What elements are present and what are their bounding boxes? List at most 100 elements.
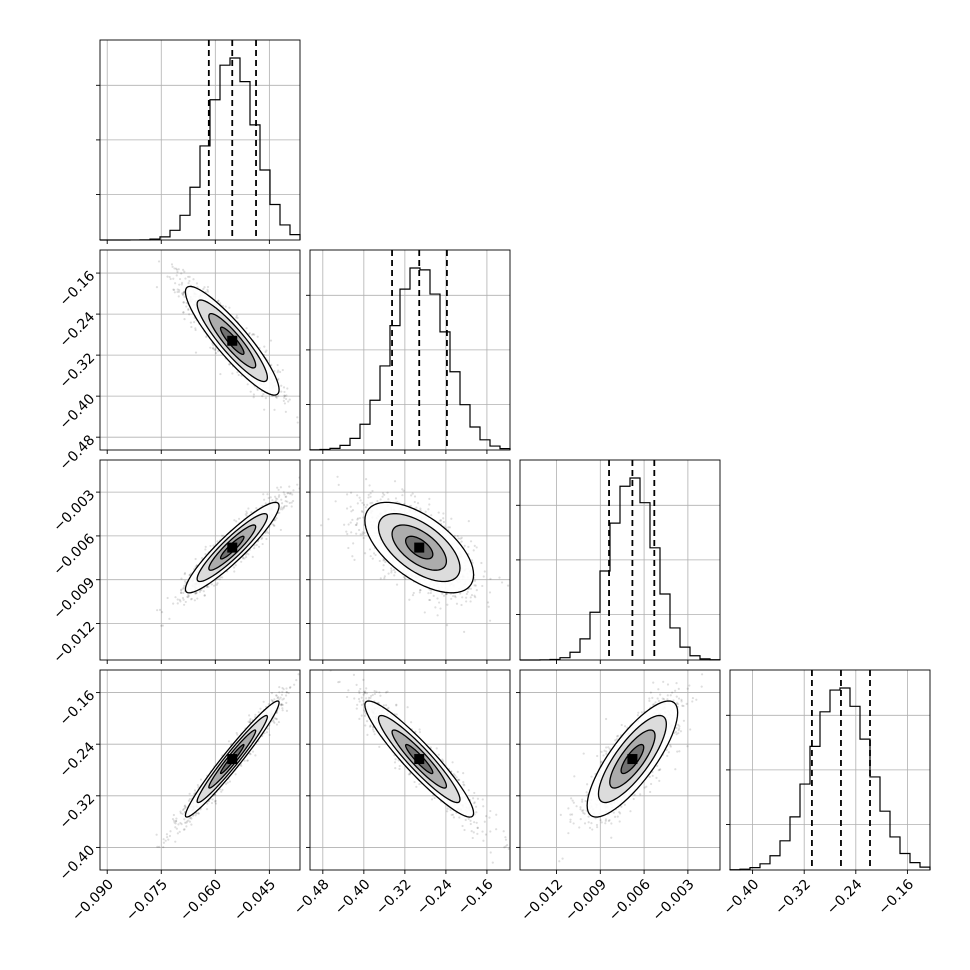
sample-point [187,819,190,822]
sample-point [382,564,385,567]
sample-point [183,270,186,273]
sample-point [371,557,374,560]
sample-point [371,489,374,493]
sample-point [188,573,191,576]
density-peak [227,335,238,346]
sample-point [278,494,281,497]
sample-point [419,507,422,510]
sample-point [474,584,477,587]
sample-point [187,275,190,278]
sample-point [336,475,339,478]
sample-point [283,390,286,394]
histogram-step [309,267,511,451]
sample-point [282,506,286,509]
sample-point [284,694,288,697]
sample-point [473,584,476,587]
sample-point [473,594,476,597]
sample-point [196,783,199,787]
sample-point [371,501,374,504]
sample-point [379,577,382,580]
sample-point [401,488,404,491]
sample-point [453,534,456,537]
sample-point [214,348,217,351]
sample-point [195,282,199,285]
sample-point [172,602,175,605]
sample-point [228,363,231,366]
sample-point [288,398,291,401]
sample-point [286,387,289,390]
sample-point [212,344,215,347]
sample-point [194,328,197,332]
sample-point [252,396,255,399]
sample-point [264,397,267,400]
sample-point [470,559,474,562]
sample-point [455,602,459,605]
sample-point [428,503,431,506]
sample-point [276,486,279,489]
sample-point [489,577,492,580]
sample-point [237,517,241,520]
sample-point [475,589,478,592]
sample-point [183,603,186,606]
sample-point [448,526,451,529]
sample-point [296,416,299,419]
sample-point [180,283,183,286]
sample-point [292,499,295,503]
sample-point [434,606,437,609]
sample-point [459,592,462,595]
sample-point [244,553,247,556]
sample-point [463,544,466,547]
sample-point [276,497,279,501]
sample-point [357,528,361,532]
sample-point [275,718,278,721]
sample-point [275,711,279,714]
sample-point [187,282,190,285]
sample-point [158,845,161,848]
sample-point [174,596,177,599]
sample-point [401,494,404,497]
sample-point [180,272,183,275]
sample-point [383,577,386,580]
sample-point [361,533,364,536]
sample-point [249,717,252,721]
sample-point [269,339,273,342]
sample-point [282,399,285,402]
sample-point [263,498,266,501]
sample-point [182,598,185,601]
sample-point [212,544,215,547]
sample-point [183,805,186,808]
sample-point [278,698,281,701]
sample-point [194,592,198,595]
sample-point [182,586,185,589]
sample-point [222,534,225,537]
sample-point [205,335,208,338]
sample-point [498,576,501,579]
sample-point [236,733,239,736]
sample-point [169,830,172,833]
sample-point [345,530,348,533]
sample-point [228,363,231,366]
sample-point [356,517,360,520]
sample-point [257,711,260,714]
sample-point [361,510,364,514]
sample-point [460,536,463,539]
sample-point [280,693,284,696]
sample-point [176,288,179,291]
sample-point [356,502,359,505]
sample-point [176,602,179,605]
sample-point [187,308,190,312]
sample-point [277,720,281,724]
sample-point [188,313,191,316]
sample-point [488,619,492,622]
sample-point [237,373,240,377]
sample-point [441,592,444,595]
sample-point [369,495,372,498]
sample-point [206,285,210,289]
sample-point [276,363,279,367]
histogram-panel-4 [726,669,931,874]
sample-point [450,517,453,520]
sample-point [358,517,362,520]
sample-point [196,597,199,600]
sample-point [173,291,176,294]
